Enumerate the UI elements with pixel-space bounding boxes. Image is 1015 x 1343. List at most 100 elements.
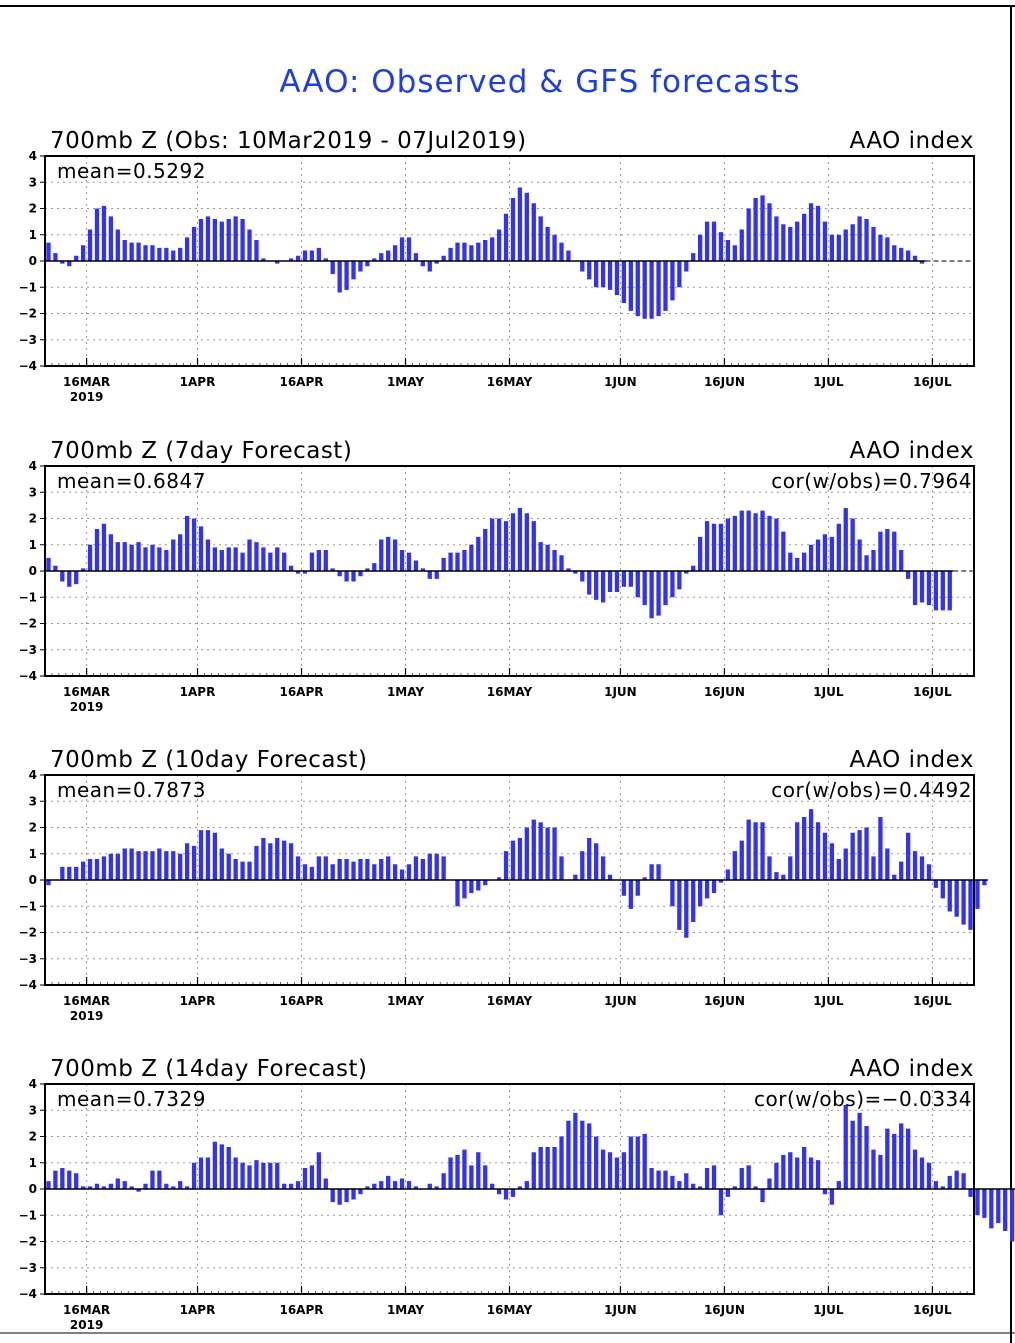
bar [940,1186,945,1190]
bar [878,531,883,572]
bar [406,237,412,262]
bar [441,1173,446,1189]
panel-right-label: AAO index [849,1056,974,1082]
y-tick-label: 1 [29,1156,37,1170]
bar [933,1181,939,1190]
bar [67,261,72,267]
bar [490,237,495,262]
bar [725,240,731,261]
bar [836,859,841,880]
bar [344,1189,349,1203]
bar [635,261,640,317]
bar [60,1168,65,1189]
bar [885,1128,890,1190]
bar [822,221,828,262]
bar [483,240,488,261]
bar [684,261,689,272]
bar [899,550,904,571]
y-tick-label: 0 [29,254,37,268]
bar [642,877,647,881]
bar [836,234,841,261]
bar [309,1165,315,1190]
y-tick-label: −4 [19,978,37,992]
bar [420,859,425,880]
bar [108,853,114,880]
bar [67,866,72,881]
bar [386,856,391,881]
bar [455,1154,460,1190]
bar [379,859,384,880]
bar [587,838,592,880]
bar [607,261,613,290]
x-tick-label: 1JUN [604,685,637,699]
bar [46,1181,51,1190]
bar [892,874,897,880]
bar [711,1165,717,1190]
bar [580,1120,585,1189]
bar [1009,1189,1015,1242]
bar [392,245,398,261]
bar [233,216,238,262]
bar [573,1112,578,1190]
panel-3: 700mb Z (10day Forecast) AAO index 4 3 2 1 0 −1… [19,747,988,1023]
x-tick-year-label: 2019 [70,1318,103,1332]
bar [899,861,904,881]
bar [392,864,398,880]
bar [788,856,793,881]
bar [261,1162,266,1189]
bar [684,880,689,938]
bar [483,880,488,886]
bar [788,226,793,262]
x-tick-label: 1JUL [813,375,844,389]
bar [365,859,370,880]
x-tick-label: 16JUL [913,1303,952,1317]
x-tick-label: 16MAR [63,375,110,389]
bar [885,529,890,571]
bar [136,851,141,881]
x-tick-label: 1JUL [813,685,844,699]
bar [295,1181,301,1190]
bar [843,848,848,880]
bar [850,518,855,571]
bar [164,1183,169,1189]
bar [524,1181,529,1190]
bar [926,1162,932,1189]
panel-title: 700mb Z (14day Forecast) [50,1056,367,1082]
x-tick-year-label: 2019 [70,1009,103,1023]
bar [587,261,592,280]
bar [122,1181,127,1190]
bar [275,261,280,264]
bar [399,237,405,262]
bar [704,1168,710,1189]
bar [933,571,939,611]
bar [566,1120,571,1189]
bar [483,529,488,571]
bar [476,880,481,891]
bar [365,1186,370,1190]
bar [781,874,786,880]
bar [905,1128,911,1190]
bar [524,827,529,880]
panel-right-label: AAO index [849,438,974,464]
bar [469,880,474,894]
bar [178,534,183,571]
bar [226,853,231,880]
panel-4: 700mb Z (14day Forecast) AAO index 4 3 2 1 0 −1… [19,1056,1015,1332]
bar [1003,1189,1008,1231]
bar [372,563,377,572]
bar [538,542,543,572]
bar [212,832,218,880]
bar [46,880,51,886]
bar [295,255,301,261]
bar [268,1162,273,1189]
bar [919,856,925,881]
bar [677,261,682,288]
bar [892,531,897,572]
bar [101,205,107,262]
bar [261,838,266,880]
bar [545,827,550,880]
bar [67,1170,72,1190]
x-tick-label: 1MAY [387,1303,424,1317]
bar [164,851,169,881]
bar [469,1165,474,1190]
